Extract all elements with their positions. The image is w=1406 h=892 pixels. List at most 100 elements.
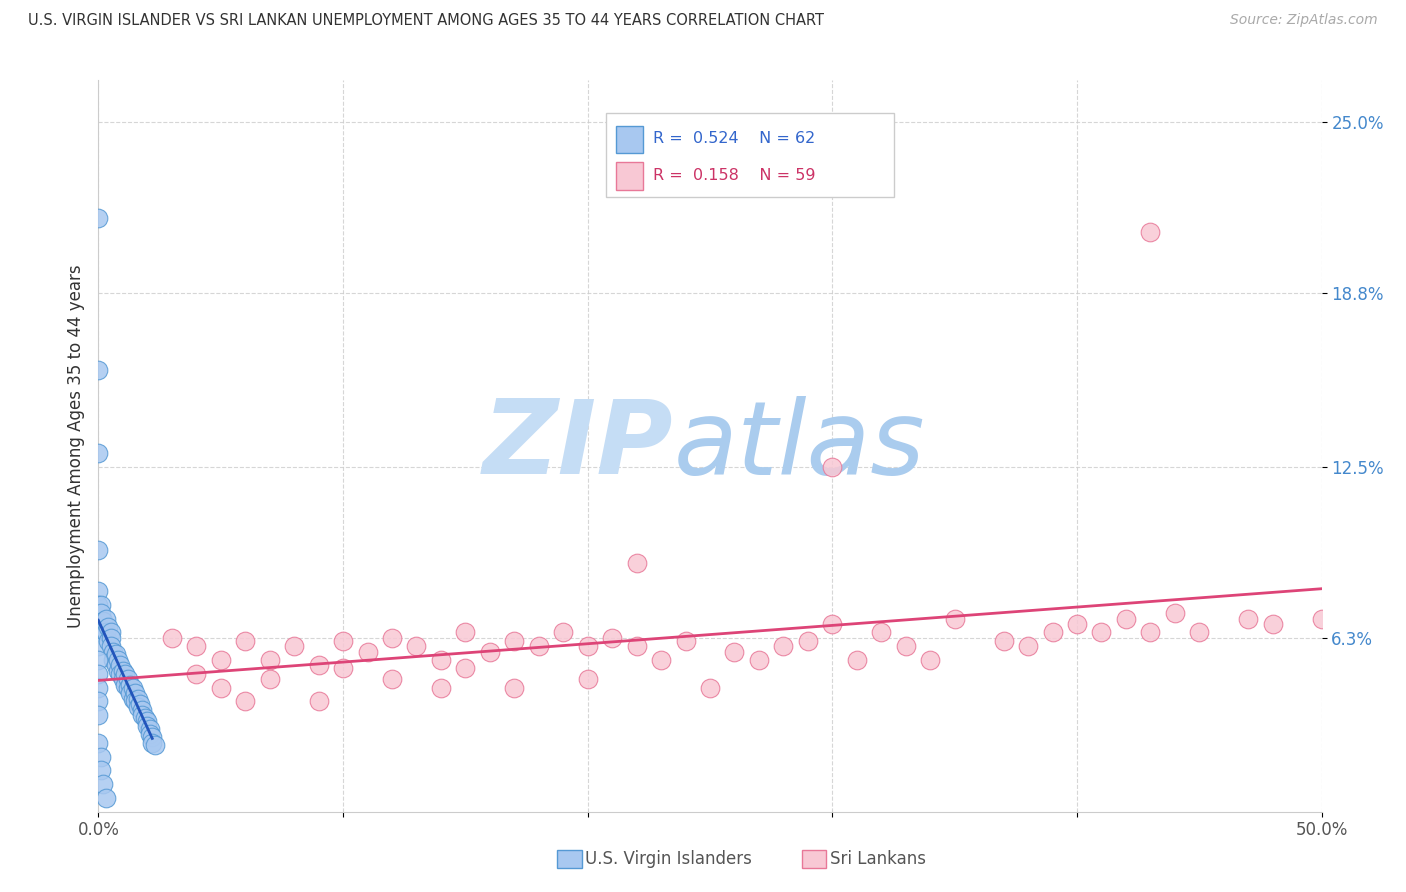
Point [143, 739, 166, 753]
Point [723, 645, 745, 659]
Point [478, 645, 501, 659]
Point [233, 694, 256, 708]
Point [1237, 611, 1260, 625]
Point [993, 633, 1015, 648]
Point [186, 666, 208, 681]
Point [139, 727, 162, 741]
Point [104, 658, 127, 673]
Point [209, 681, 232, 695]
Point [111, 664, 134, 678]
Point [1310, 611, 1333, 625]
Point [576, 672, 599, 686]
Point [107, 664, 129, 678]
Point [943, 611, 966, 625]
Point [131, 703, 153, 717]
Text: Sri Lankans: Sri Lankans [830, 850, 927, 868]
Point [97, 620, 120, 634]
Point [87, 639, 110, 653]
Point [114, 678, 136, 692]
Point [87, 694, 110, 708]
Point [381, 672, 404, 686]
Point [600, 631, 623, 645]
Point [1261, 617, 1284, 632]
Point [1139, 225, 1161, 239]
Point [87, 625, 110, 640]
Point [87, 708, 110, 723]
Point [87, 211, 110, 226]
Point [1115, 611, 1137, 625]
FancyBboxPatch shape [616, 162, 643, 190]
Point [920, 653, 942, 667]
Point [139, 722, 162, 736]
Point [101, 653, 124, 667]
Point [845, 653, 868, 667]
Point [87, 598, 110, 612]
Point [1164, 606, 1187, 620]
Point [87, 653, 110, 667]
Point [131, 708, 153, 723]
Point [821, 459, 844, 474]
Point [503, 633, 526, 648]
Point [117, 672, 139, 686]
Y-axis label: Unemployment Among Ages 35 to 44 years: Unemployment Among Ages 35 to 44 years [66, 264, 84, 628]
Point [90, 598, 112, 612]
Point [91, 614, 114, 628]
FancyBboxPatch shape [606, 113, 893, 197]
Point [136, 714, 159, 728]
Point [100, 625, 122, 640]
Point [97, 633, 120, 648]
Point [1139, 625, 1161, 640]
Point [797, 633, 820, 648]
Point [94, 791, 117, 805]
Point [87, 446, 110, 460]
Point [259, 653, 281, 667]
Point [821, 617, 844, 632]
Point [527, 639, 550, 653]
Point [233, 633, 256, 648]
Point [454, 625, 477, 640]
FancyBboxPatch shape [801, 850, 827, 868]
Point [381, 631, 404, 645]
Point [283, 639, 305, 653]
Point [111, 672, 134, 686]
Point [699, 681, 721, 695]
Point [101, 645, 124, 659]
Point [87, 583, 110, 598]
Point [553, 625, 575, 640]
Text: atlas: atlas [673, 396, 925, 496]
Text: R =  0.524    N = 62: R = 0.524 N = 62 [652, 131, 815, 146]
Point [1090, 625, 1112, 640]
Point [1042, 625, 1064, 640]
Point [104, 648, 127, 662]
Point [1017, 639, 1039, 653]
Point [120, 678, 142, 692]
Point [90, 764, 112, 778]
Point [1188, 625, 1211, 640]
Point [894, 639, 917, 653]
Point [209, 653, 232, 667]
Point [430, 681, 453, 695]
Point [626, 557, 648, 571]
Point [675, 633, 697, 648]
Point [107, 653, 129, 667]
Point [650, 653, 672, 667]
Text: R =  0.158    N = 59: R = 0.158 N = 59 [652, 168, 815, 183]
Point [114, 666, 136, 681]
Point [124, 686, 146, 700]
Point [91, 777, 114, 791]
Point [141, 736, 163, 750]
Point [870, 625, 893, 640]
Point [127, 691, 149, 706]
Point [87, 681, 110, 695]
Point [124, 694, 146, 708]
Point [259, 672, 281, 686]
Point [454, 661, 477, 675]
Text: Source: ZipAtlas.com: Source: ZipAtlas.com [1230, 13, 1378, 28]
Point [127, 699, 149, 714]
Point [626, 639, 648, 653]
Point [405, 639, 427, 653]
Point [100, 631, 122, 645]
Point [110, 666, 132, 681]
Point [87, 736, 110, 750]
Point [748, 653, 770, 667]
